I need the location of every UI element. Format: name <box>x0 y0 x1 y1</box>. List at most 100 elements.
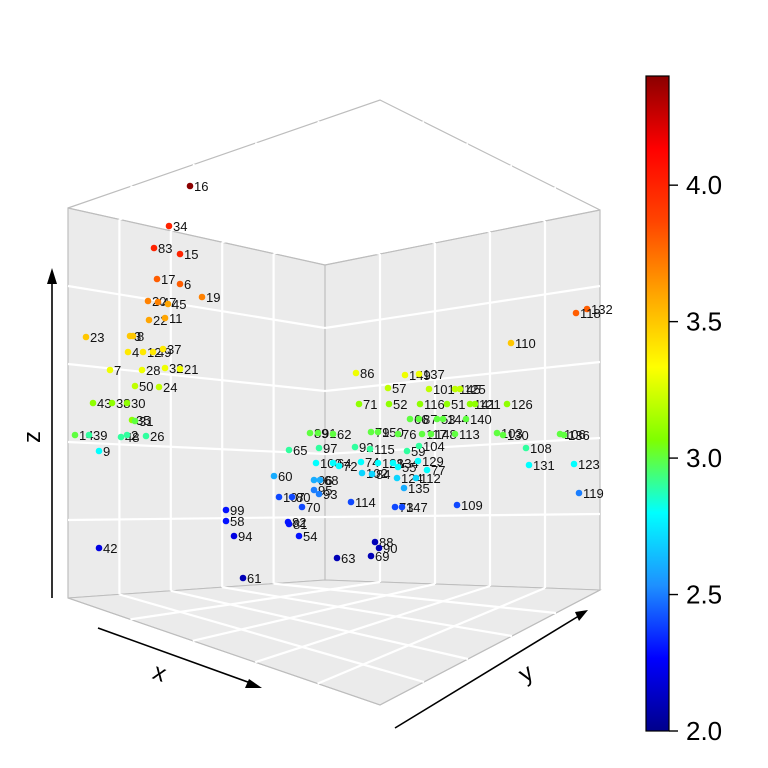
z-axis-label: z <box>19 431 46 443</box>
data-point-label: 90 <box>383 541 397 556</box>
data-point-marker <box>123 431 131 439</box>
data-point-marker <box>583 305 591 313</box>
data-point-label: 80 <box>296 490 310 505</box>
data-point-marker <box>415 415 423 423</box>
data-point-marker <box>153 275 161 283</box>
data-point: 124 <box>393 471 423 486</box>
data-point-label: 23 <box>90 330 104 345</box>
data-point-label: 11 <box>169 311 183 326</box>
data-point-label: 54 <box>303 529 317 544</box>
data-point: 140 <box>462 412 492 427</box>
data-point-marker <box>466 400 474 408</box>
data-point-marker <box>117 433 125 441</box>
data-point: 76 <box>394 427 416 442</box>
data-point: 121 <box>471 397 501 412</box>
data-point-label: 68 <box>324 473 338 488</box>
data-point-marker <box>89 399 97 407</box>
data-point-marker <box>366 445 374 453</box>
data-point: 108 <box>522 441 552 456</box>
data-point-marker <box>310 486 318 494</box>
data-point: 80 <box>288 490 310 505</box>
data-point-label: 45 <box>172 297 186 312</box>
data-point: 119 <box>575 486 604 501</box>
data-point: 109 <box>453 498 483 513</box>
data-point-marker <box>456 385 464 393</box>
data-point-label: 62 <box>337 427 351 442</box>
z-axis-arrowhead <box>47 268 57 284</box>
data-point: 83 <box>150 241 172 256</box>
grid-line <box>324 360 601 393</box>
data-point-label: 112 <box>420 471 441 486</box>
data-point: 52 <box>385 397 407 412</box>
colorbar-tick-label: 2.0 <box>686 716 722 746</box>
data-point-label: 79 <box>375 425 389 440</box>
data-point-label: 65 <box>293 443 307 458</box>
colorbar-gradient <box>645 75 670 732</box>
grid-line <box>221 164 513 244</box>
data-point-marker <box>164 300 172 308</box>
data-point-label: 72 <box>343 459 357 474</box>
data-point: 53 <box>433 412 455 427</box>
data-point: 9 <box>95 444 110 459</box>
data-point-label: 129 <box>422 454 444 469</box>
data-point: 87 <box>415 412 437 427</box>
data-point-label: 144 <box>447 412 469 427</box>
data-point: 43 <box>89 396 111 411</box>
data-point-label: 136 <box>568 428 590 443</box>
data-point: 104 <box>415 439 445 454</box>
data-point-marker <box>507 339 515 347</box>
data-point: 110 <box>507 336 536 351</box>
data-point: 94 <box>230 529 252 544</box>
data-point-label: 31 <box>139 414 153 429</box>
colorbar-tick-label: 3.5 <box>686 307 722 337</box>
data-point-label: 4 <box>132 345 139 360</box>
data-point-marker <box>139 348 147 356</box>
data-point-label: 76 <box>402 427 416 442</box>
data-point-marker <box>71 431 79 439</box>
data-point: 116 <box>416 397 445 412</box>
data-point-marker <box>575 489 583 497</box>
grid-lines <box>67 120 601 685</box>
data-point: 145 <box>451 382 481 397</box>
data-point-marker <box>329 430 337 438</box>
data-point: 19 <box>198 290 220 305</box>
grid-line <box>254 584 491 664</box>
colorbar-tick-label: 4.0 <box>686 170 722 200</box>
data-point: 15 <box>176 247 198 262</box>
data-point-marker <box>310 476 318 484</box>
data-point: 58 <box>222 514 244 529</box>
data-point-label: 69 <box>375 549 389 564</box>
data-point: 137 <box>415 367 445 382</box>
data-point-marker <box>239 574 247 582</box>
data-point-label: 71 <box>363 397 377 412</box>
data-point-marker <box>149 348 157 356</box>
data-point: 65 <box>285 443 307 458</box>
data-point-marker <box>427 430 435 438</box>
data-point-label: 93 <box>323 487 337 502</box>
data-point-marker <box>312 459 320 467</box>
data-point-marker <box>462 415 470 423</box>
data-point: 73 <box>391 500 413 515</box>
data-point-marker <box>165 222 173 230</box>
data-point-label: 103 <box>501 426 523 441</box>
data-point: 81 <box>285 517 307 532</box>
data-point-marker <box>351 443 359 451</box>
data-point-label: 21 <box>184 362 198 377</box>
data-point: 24 <box>155 380 177 395</box>
data-point-label: 147 <box>406 500 428 515</box>
data-point-marker <box>393 474 401 482</box>
data-point: 129 <box>414 454 444 469</box>
data-point-marker <box>222 517 230 525</box>
data-point-marker <box>333 554 341 562</box>
grid-line <box>324 512 601 519</box>
data-point-marker <box>443 400 451 408</box>
data-point-label: 55 <box>402 460 416 475</box>
data-point-marker <box>414 457 422 465</box>
data-point-marker <box>560 431 568 439</box>
data-point-marker <box>471 400 479 408</box>
data-point-marker <box>433 415 441 423</box>
data-point-marker <box>375 544 383 552</box>
data-point: 115 <box>366 442 395 457</box>
data-point-label: 17 <box>161 272 175 287</box>
